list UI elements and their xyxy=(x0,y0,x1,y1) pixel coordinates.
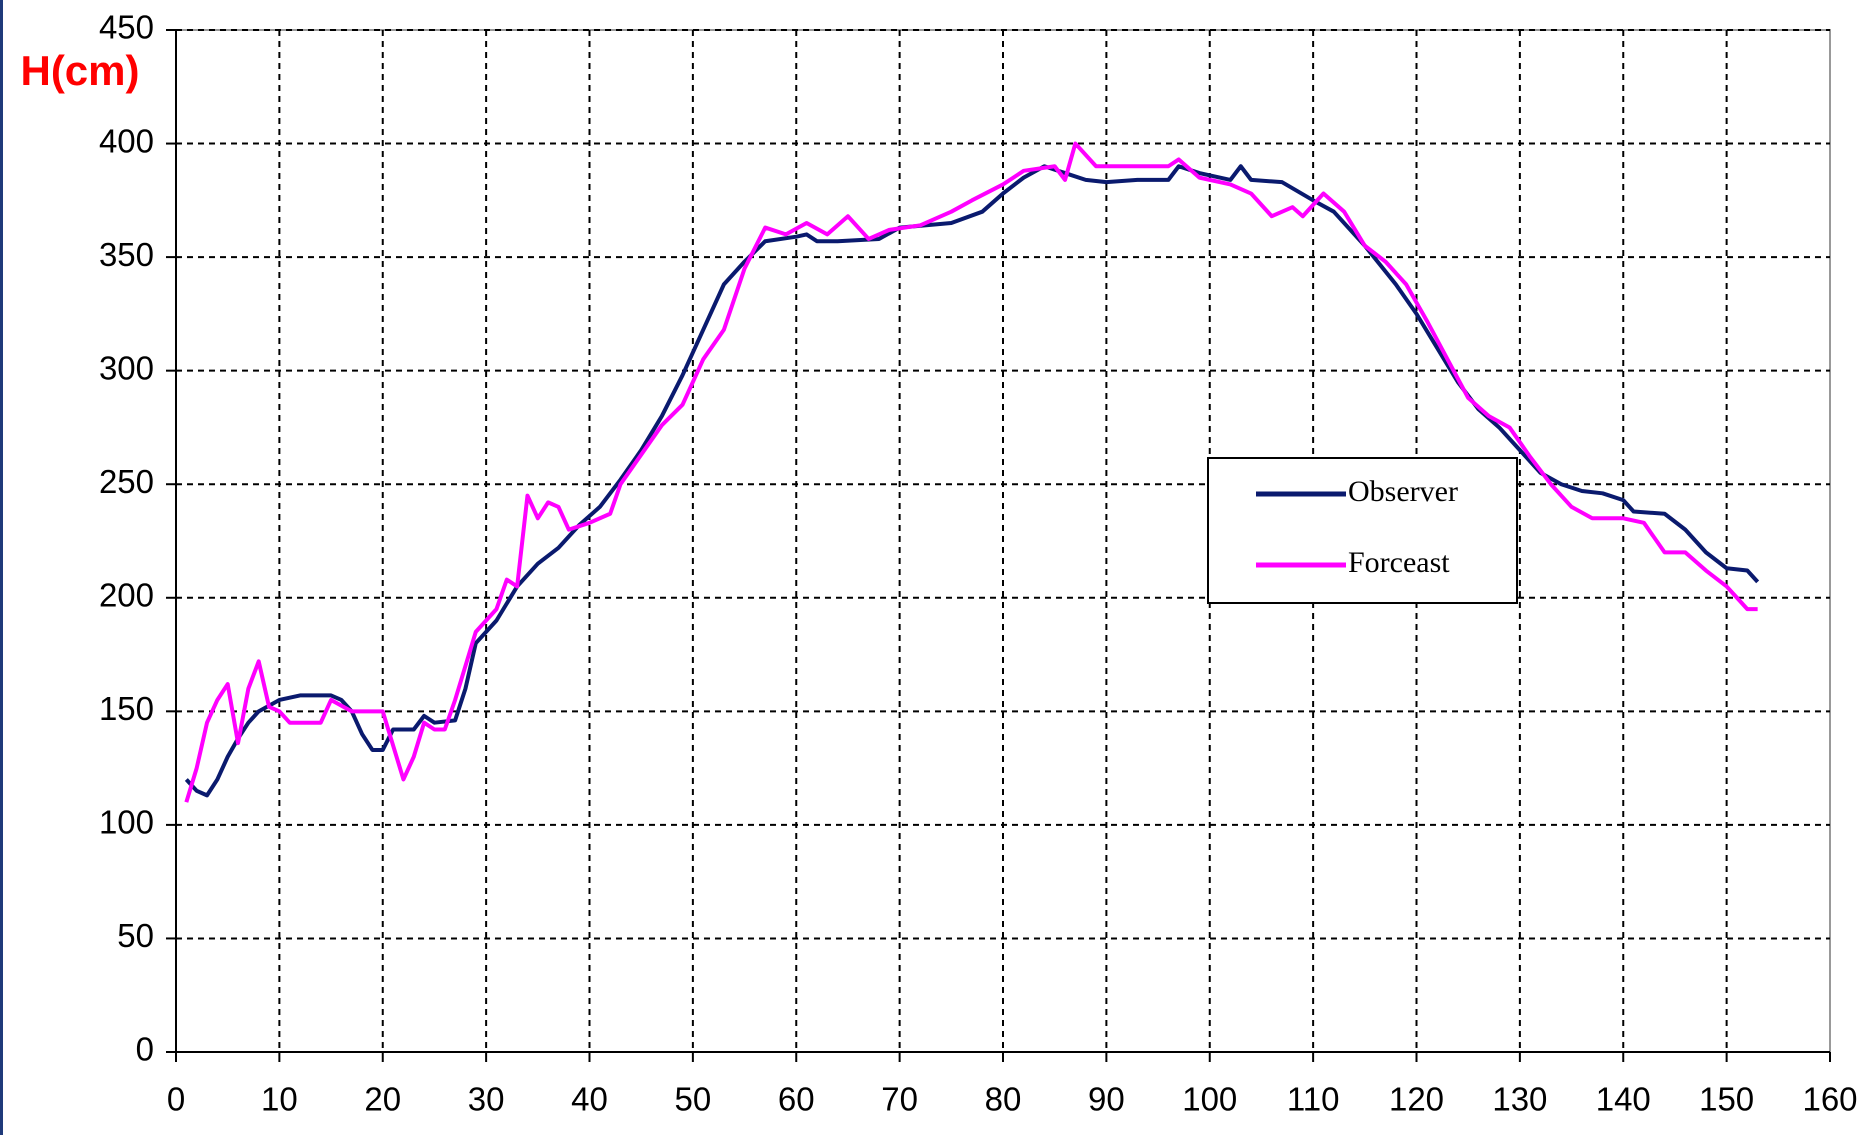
x-tick-label: 90 xyxy=(1088,1081,1125,1118)
y-tick-label: 100 xyxy=(99,804,154,841)
x-tick-label: 10 xyxy=(261,1081,298,1118)
y-tick-label: 450 xyxy=(99,9,154,46)
x-tick-label: 0 xyxy=(167,1081,185,1118)
legend-label: Observer xyxy=(1348,475,1458,508)
y-tick-label: 350 xyxy=(99,236,154,273)
legend-label: Forceast xyxy=(1348,546,1450,579)
y-tick-label: 250 xyxy=(99,463,154,500)
y-tick-label: 400 xyxy=(99,122,154,159)
x-tick-label: 110 xyxy=(1287,1081,1340,1118)
data-line xyxy=(184,141,1758,803)
x-tick-label: 100 xyxy=(1182,1081,1237,1118)
y-tick-label: 300 xyxy=(99,349,154,386)
x-tick-label: 140 xyxy=(1596,1081,1651,1118)
x-tick-label: 120 xyxy=(1389,1081,1444,1118)
x-tick-label: 60 xyxy=(778,1081,815,1118)
y-tick-label: 200 xyxy=(99,576,154,613)
x-tick-label: 150 xyxy=(1699,1081,1754,1118)
y-tick-label: 0 xyxy=(136,1031,154,1068)
y-axis-label: H(cm) xyxy=(20,47,139,94)
x-tick-label: 40 xyxy=(571,1081,608,1118)
y-tick-label: 150 xyxy=(99,690,154,727)
x-tick-label: 20 xyxy=(364,1081,401,1118)
x-tick-label: 160 xyxy=(1802,1081,1857,1118)
x-tick-label: 70 xyxy=(881,1081,918,1118)
legend-box xyxy=(1207,457,1518,604)
x-tick-label: 50 xyxy=(675,1081,712,1118)
data-line xyxy=(184,164,1760,798)
frame-edge xyxy=(0,0,3,1135)
x-tick-label: 80 xyxy=(985,1081,1022,1118)
y-tick-label: 50 xyxy=(117,917,154,954)
x-tick-label: 130 xyxy=(1492,1081,1547,1118)
x-tick-label: 30 xyxy=(468,1081,505,1118)
